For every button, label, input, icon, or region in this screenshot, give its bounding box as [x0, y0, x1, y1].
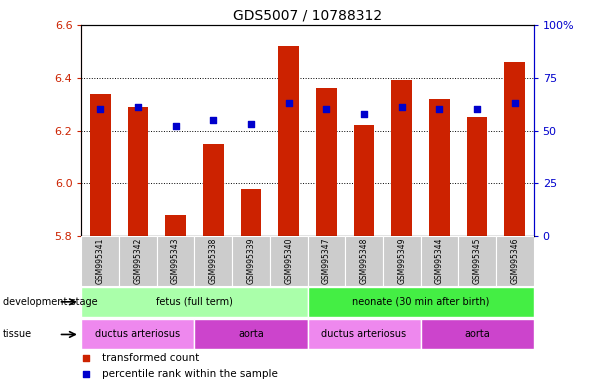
Bar: [194, 319, 308, 349]
Text: ductus arteriosus: ductus arteriosus: [95, 329, 180, 339]
Bar: [270, 236, 308, 286]
Text: neonate (30 min after birth): neonate (30 min after birth): [352, 297, 489, 307]
Text: GSM995340: GSM995340: [284, 238, 293, 284]
Text: GSM995347: GSM995347: [322, 238, 331, 284]
Text: GSM995338: GSM995338: [209, 238, 218, 284]
Bar: [165, 215, 186, 236]
Text: percentile rank within the sample: percentile rank within the sample: [102, 369, 277, 379]
Point: [510, 100, 520, 106]
Bar: [81, 287, 308, 317]
Point: [81, 356, 90, 362]
Text: transformed count: transformed count: [102, 353, 199, 364]
Text: GSM995342: GSM995342: [133, 238, 142, 284]
Bar: [316, 88, 336, 236]
Bar: [458, 236, 496, 286]
Text: GSM995344: GSM995344: [435, 238, 444, 284]
Point: [81, 371, 90, 377]
Point: [171, 123, 180, 129]
Bar: [429, 99, 450, 236]
Bar: [90, 94, 110, 236]
Bar: [81, 236, 119, 286]
Text: tissue: tissue: [3, 329, 32, 339]
Point: [359, 111, 369, 117]
Bar: [279, 46, 299, 236]
Text: development stage: development stage: [3, 297, 98, 307]
Text: fetus (full term): fetus (full term): [156, 297, 233, 307]
Bar: [119, 236, 157, 286]
Text: GSM995339: GSM995339: [247, 238, 256, 284]
Bar: [308, 236, 345, 286]
Text: GSM995348: GSM995348: [359, 238, 368, 284]
Bar: [354, 125, 374, 236]
Text: GSM995349: GSM995349: [397, 238, 406, 284]
Point: [321, 106, 331, 113]
Bar: [505, 62, 525, 236]
Text: aorta: aorta: [464, 329, 490, 339]
Point: [246, 121, 256, 127]
Text: GSM995343: GSM995343: [171, 238, 180, 284]
Point: [435, 106, 444, 113]
Bar: [128, 107, 148, 236]
Point: [209, 117, 218, 123]
Bar: [345, 236, 383, 286]
Bar: [383, 236, 421, 286]
Text: GSM995346: GSM995346: [510, 238, 519, 284]
Bar: [194, 236, 232, 286]
Bar: [232, 236, 270, 286]
Point: [133, 104, 143, 111]
Title: GDS5007 / 10788312: GDS5007 / 10788312: [233, 8, 382, 22]
Point: [397, 104, 406, 111]
Text: GSM995341: GSM995341: [96, 238, 105, 284]
Point: [284, 100, 294, 106]
Bar: [496, 236, 534, 286]
Bar: [391, 80, 412, 236]
Bar: [421, 319, 534, 349]
Bar: [308, 319, 421, 349]
Bar: [308, 287, 534, 317]
Bar: [157, 236, 194, 286]
Text: ductus arteriosus: ductus arteriosus: [321, 329, 406, 339]
Bar: [421, 236, 458, 286]
Point: [95, 106, 105, 113]
Bar: [81, 319, 194, 349]
Text: GSM995345: GSM995345: [473, 238, 482, 284]
Bar: [467, 118, 487, 236]
Bar: [241, 189, 261, 236]
Text: aorta: aorta: [238, 329, 264, 339]
Point: [472, 106, 482, 113]
Bar: [203, 144, 224, 236]
